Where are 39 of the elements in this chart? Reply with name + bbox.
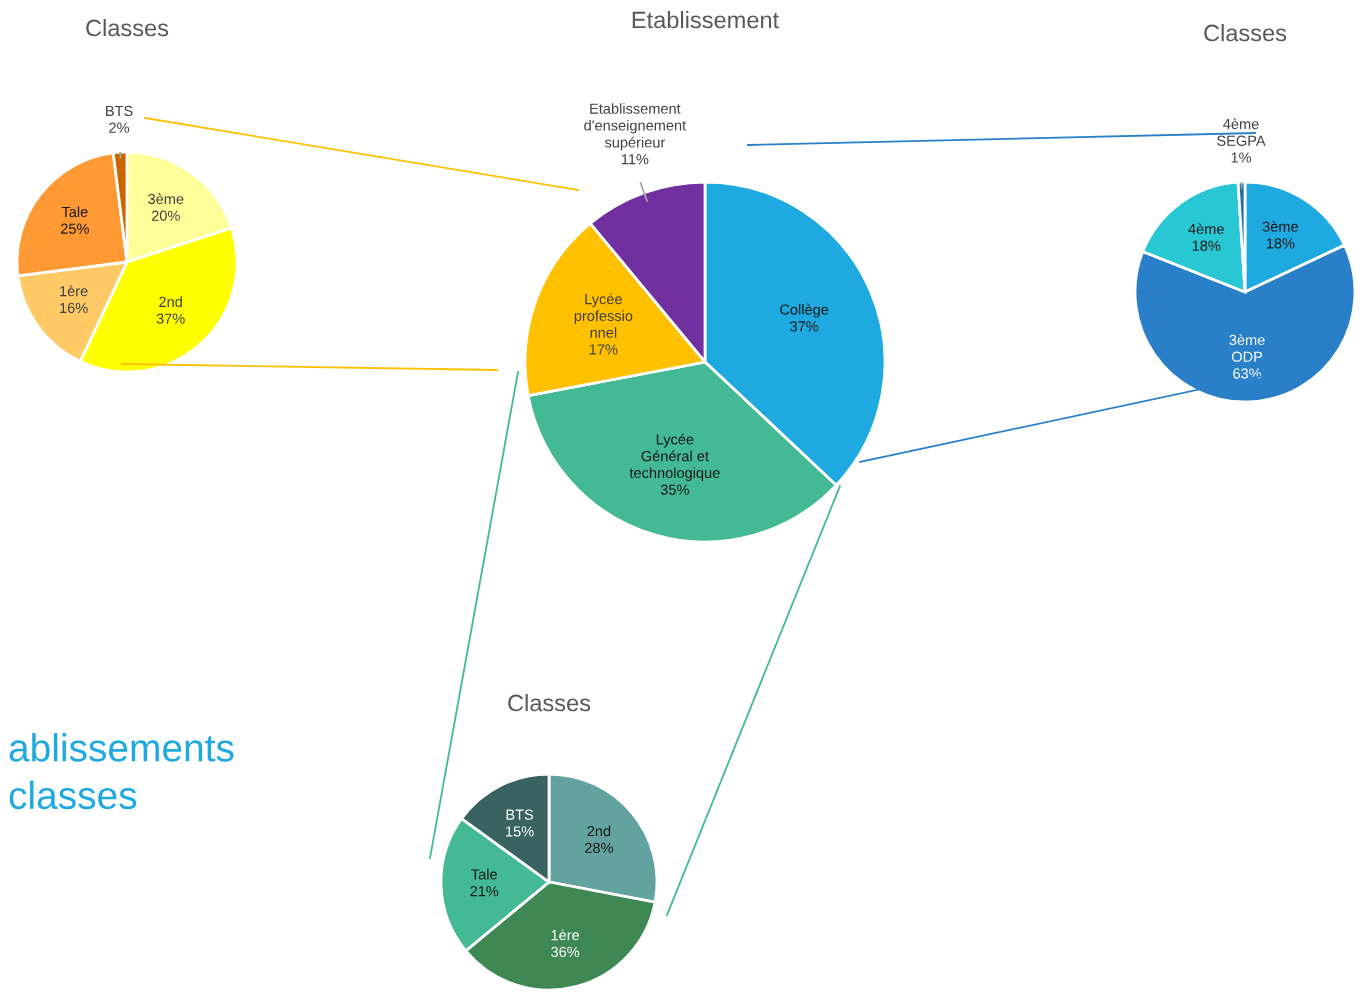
chart-title: Etablissement (632, 11, 779, 29)
data-label: 18% (1192, 240, 1221, 251)
chart-title: Classes (86, 19, 169, 37)
data-label: 28% (585, 842, 614, 853)
data-label: 2% (109, 122, 130, 133)
slice-label: 1ère (60, 285, 88, 297)
data-label: 11% (621, 154, 649, 165)
data-label: 35% (660, 484, 689, 495)
slice-label: Tale (61, 206, 88, 218)
data-label: 21% (470, 886, 499, 897)
chart-title: Classes (508, 693, 591, 712)
slice-label: 3ème ODP (1229, 334, 1265, 362)
data-label: 37% (790, 321, 819, 332)
slice-label: 3ème (148, 193, 184, 205)
slice-label: 3ème (1262, 220, 1298, 232)
slice-label: 2nd (159, 296, 182, 308)
slice-label: Etablissement d'enseignement supérieur (584, 103, 687, 151)
data-label: 20% (151, 210, 180, 221)
slice-label: Lycée Général et technologique (629, 433, 720, 481)
data-label: 37% (156, 313, 185, 324)
data-label: 36% (551, 946, 580, 958)
data-label: 16% (60, 302, 88, 314)
slice-label: Lycée professio nnel (574, 293, 633, 338)
text: ablissements classes (9, 733, 234, 810)
slice-label: 4ème (1188, 223, 1224, 235)
data-label: 63% (1233, 368, 1262, 379)
slice-label: BTS (506, 809, 534, 820)
slice-label: 4ème SEGPA (1217, 118, 1266, 146)
slice-label: BTS (106, 105, 133, 117)
data-label: 17% (589, 344, 618, 355)
slice-label: Collège (780, 303, 829, 318)
data-label: 15% (506, 826, 534, 837)
chart-title: Classes (1204, 24, 1287, 42)
slice-label: 2nd (587, 825, 611, 837)
data-label: 1% (1231, 152, 1252, 163)
data-label: 25% (60, 223, 89, 234)
slice-label: Tale (471, 868, 497, 880)
slice-label: 1ère (551, 929, 580, 941)
data-label: 18% (1266, 238, 1295, 249)
